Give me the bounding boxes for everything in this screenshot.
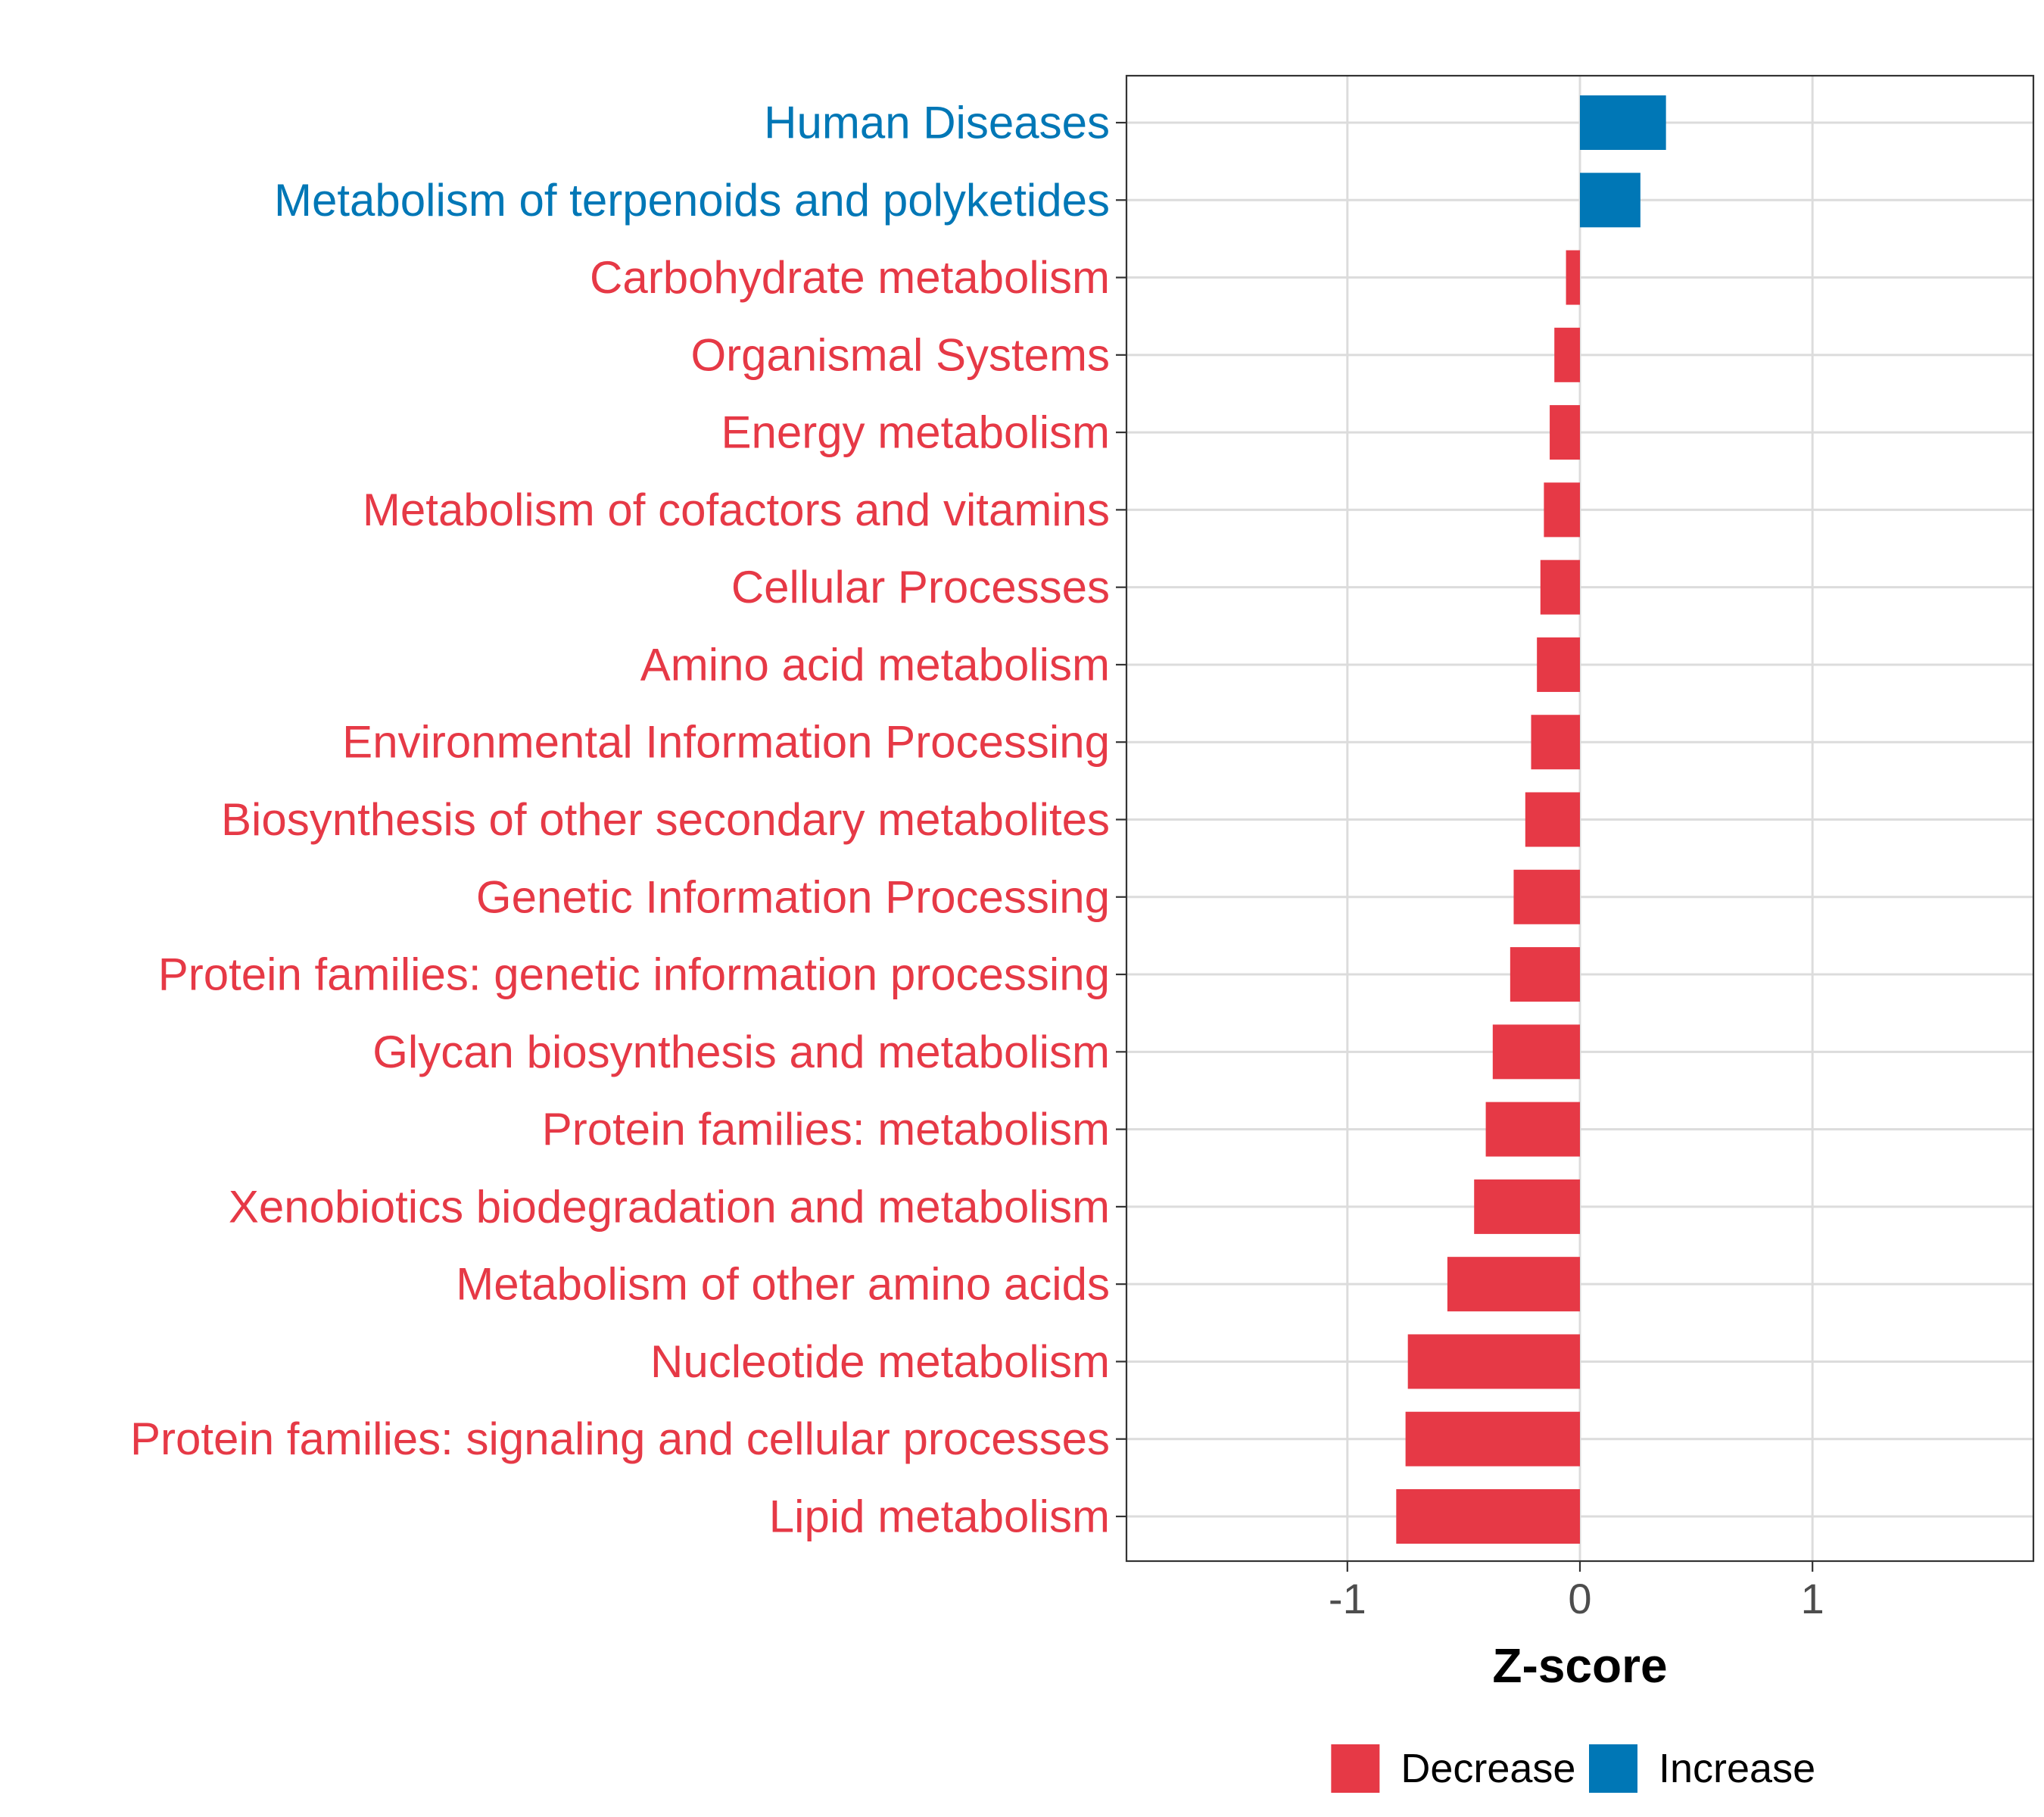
x-axis-title: Z-score [1492,1638,1667,1693]
bar-8 [1531,715,1580,770]
category-label-0: Human Diseases [764,98,1110,148]
bar-2 [1566,250,1580,305]
category-label-11: Protein families: genetic information pr… [158,949,1110,1000]
bar-16 [1407,1334,1580,1389]
category-label-9: Biosynthesis of other secondary metaboli… [221,794,1110,845]
y-axis: Human Diseases Metabolism of terpenoids a… [130,98,1126,1542]
bar-14 [1474,1179,1580,1234]
category-label-10: Genetic Information Processing [476,871,1110,922]
category-label-3: Organismal Systems [691,329,1110,380]
category-label-13: Protein families: metabolism [542,1104,1110,1155]
bar-6 [1540,559,1580,615]
x-tick-label-1: 0 [1568,1575,1591,1622]
legend-label-decrease: Decrease [1401,1746,1575,1791]
bar-18 [1396,1489,1580,1544]
category-label-6: Cellular Processes [731,562,1110,612]
bar-9 [1525,792,1580,847]
x-axis: -1 0 1 [1329,1561,1824,1622]
legend-swatch-increase [1589,1744,1637,1793]
category-label-14: Xenobiotics biodegradation and metabolis… [229,1181,1110,1232]
bar-15 [1447,1257,1580,1312]
bar-17 [1405,1411,1580,1466]
bar-13 [1485,1102,1580,1157]
bar-10 [1513,869,1580,924]
category-label-1: Metabolism of terpenoids and polyketides [274,175,1110,226]
category-label-17: Protein families: signaling and cellular… [130,1413,1110,1464]
category-label-5: Metabolism of cofactors and vitamins [363,485,1110,535]
category-label-7: Amino acid metabolism [640,639,1110,690]
bars [1396,95,1666,1544]
bar-11 [1510,947,1580,1002]
x-tick-label-0: -1 [1329,1575,1366,1622]
category-label-2: Carbohydrate metabolism [590,252,1110,303]
bar-3 [1554,327,1580,382]
category-label-12: Glycan biosynthesis and metabolism [372,1027,1110,1077]
legend-label-increase: Increase [1659,1746,1815,1791]
category-label-4: Energy metabolism [721,407,1110,458]
bar-4 [1550,405,1580,460]
category-label-18: Lipid metabolism [769,1491,1110,1542]
category-label-15: Metabolism of other amino acids [456,1259,1110,1310]
bar-12 [1492,1024,1580,1080]
bar-1 [1580,173,1640,228]
category-label-8: Environmental Information Processing [342,717,1110,768]
legend: Decrease Increase [1331,1744,1815,1793]
bar-7 [1537,637,1580,692]
legend-swatch-decrease [1331,1744,1380,1793]
bar-0 [1580,95,1666,150]
bar-5 [1544,482,1580,538]
category-label-16: Nucleotide metabolism [650,1336,1110,1387]
x-tick-label-2: 1 [1801,1575,1824,1622]
